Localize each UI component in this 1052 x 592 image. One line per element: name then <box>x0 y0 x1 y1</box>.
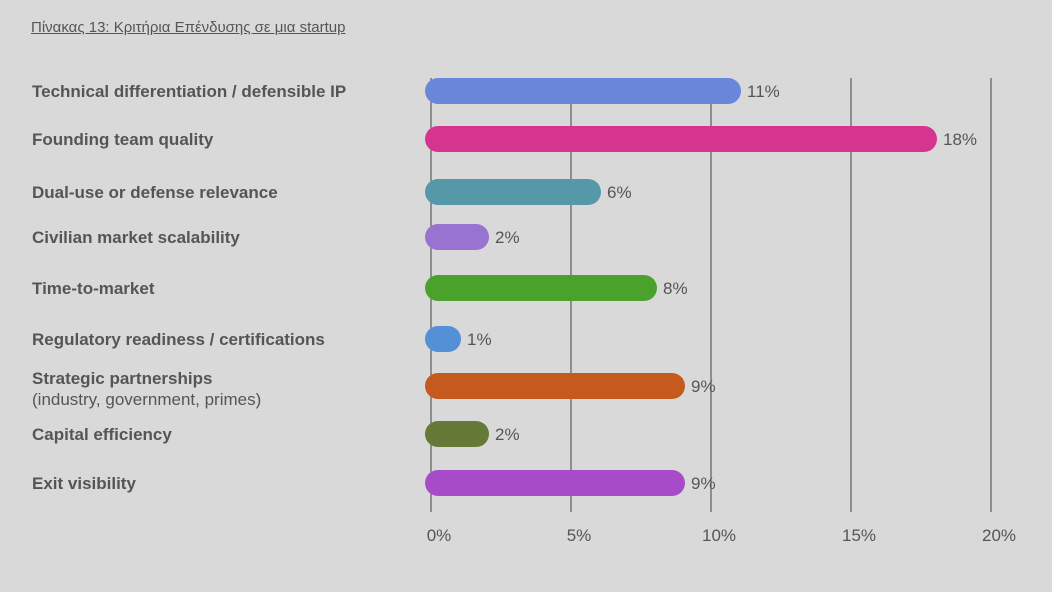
category-label: Exit visibility <box>32 474 136 493</box>
value-label: 1% <box>467 330 492 349</box>
category-label-sub: (industry, government, primes) <box>32 390 261 409</box>
value-label: 6% <box>607 183 632 202</box>
category-label: Capital efficiency <box>32 425 172 444</box>
x-tick-label: 10% <box>702 526 736 545</box>
value-label: 9% <box>691 474 716 493</box>
bar <box>425 224 489 250</box>
value-label: 9% <box>691 377 716 396</box>
value-label: 8% <box>663 279 688 298</box>
category-label: Civilian market scalability <box>32 228 240 247</box>
category-label: Time-to-market <box>32 279 155 298</box>
x-tick-label: 20% <box>982 526 1016 545</box>
category-label: Strategic partnerships <box>32 369 212 388</box>
value-label: 18% <box>943 130 977 149</box>
x-tick-label: 15% <box>842 526 876 545</box>
bar <box>425 326 461 352</box>
value-label: 2% <box>495 228 520 247</box>
bar <box>425 179 601 205</box>
x-tick-label: 0% <box>427 526 452 545</box>
x-tick-label: 5% <box>567 526 592 545</box>
category-label: Founding team quality <box>32 130 214 149</box>
bar <box>425 421 489 447</box>
bar <box>425 126 937 152</box>
category-label: Technical differentiation / defensible I… <box>32 82 346 101</box>
category-label: Regulatory readiness / certifications <box>32 330 325 349</box>
chart-caption: Πίνακας 13: Κριτήρια Επένδυσης σε μια st… <box>31 19 346 36</box>
bar <box>425 78 741 104</box>
bar <box>425 373 685 399</box>
value-label: 2% <box>495 425 520 444</box>
bar <box>425 275 657 301</box>
category-label: Dual-use or defense relevance <box>32 183 278 202</box>
value-label: 11% <box>747 82 780 101</box>
bar <box>425 470 685 496</box>
